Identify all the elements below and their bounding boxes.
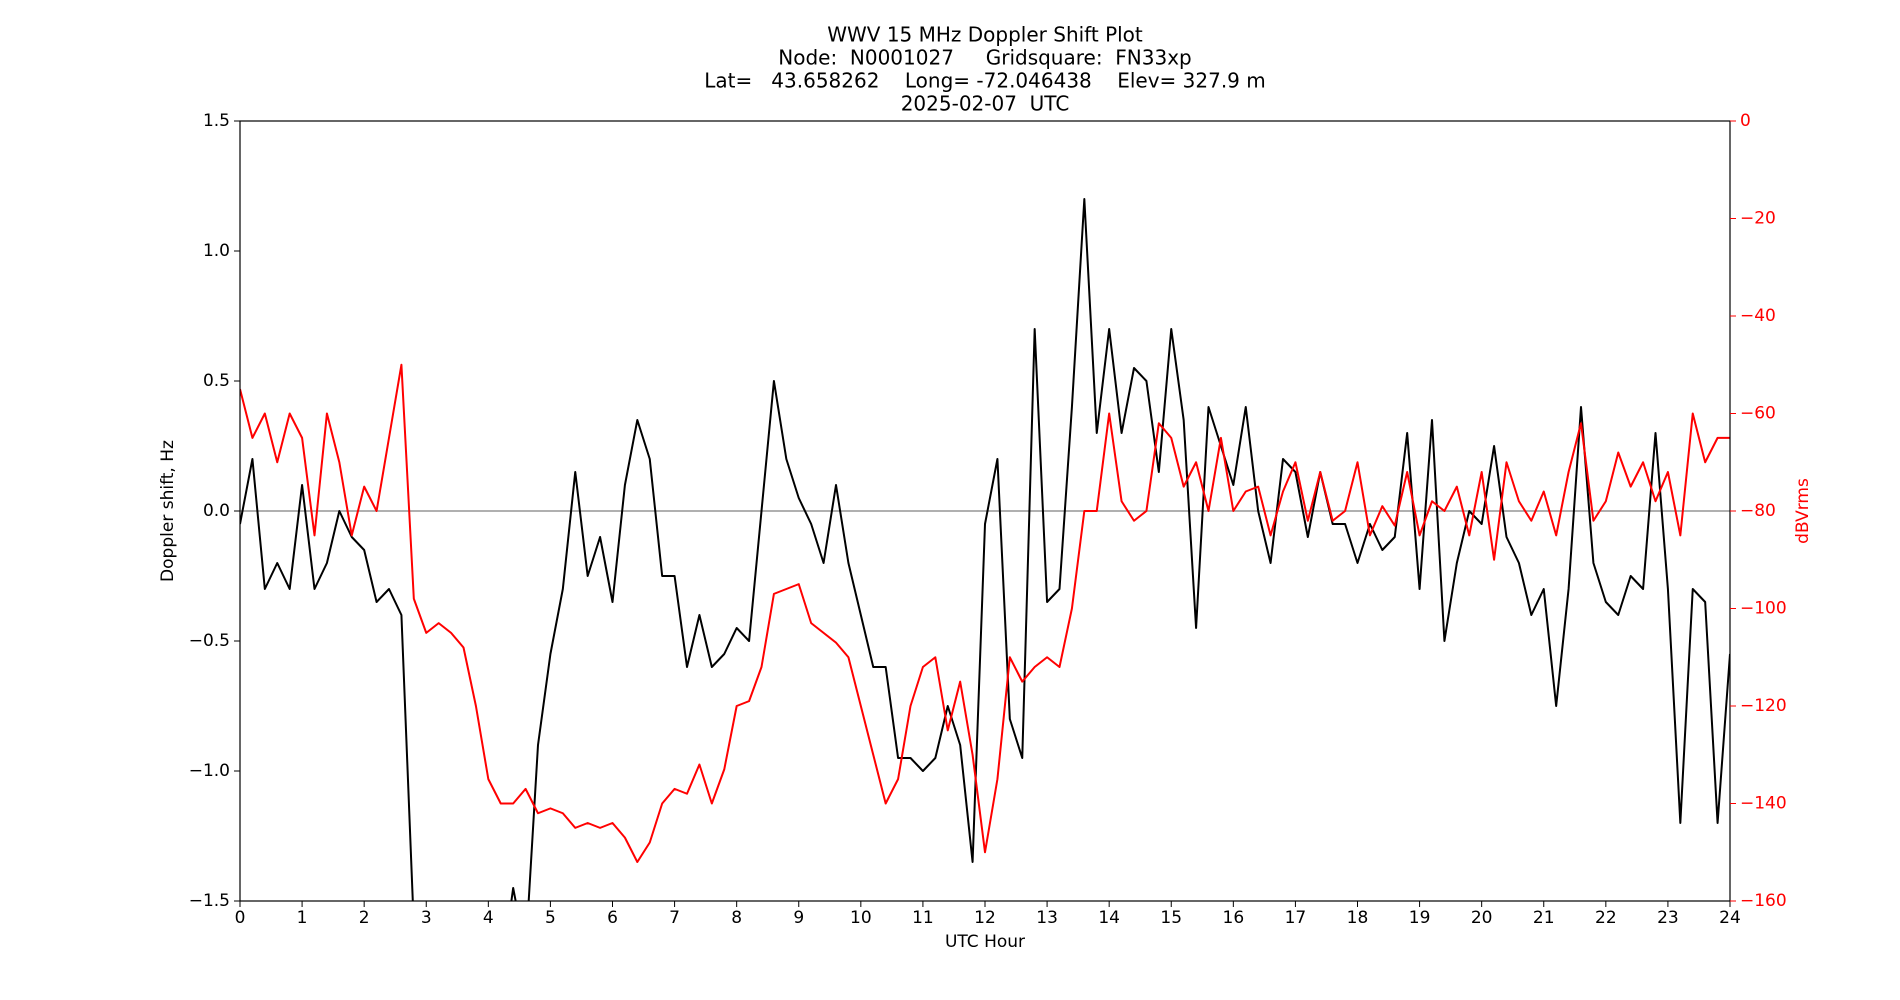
y2-tick-label: −80 bbox=[1740, 501, 1776, 521]
x-tick-label: 13 bbox=[1036, 908, 1058, 928]
y-tick-label: −1.0 bbox=[189, 761, 230, 781]
x-tick-label: 10 bbox=[850, 908, 872, 928]
y2-tick-label: −140 bbox=[1740, 794, 1787, 814]
x-tick-label: 1 bbox=[297, 908, 308, 928]
x-tick-label: 8 bbox=[731, 908, 742, 928]
y2-tick-label: −160 bbox=[1740, 891, 1787, 911]
y-axis-label: Doppler shift, Hz bbox=[158, 440, 178, 582]
x-tick-label: 23 bbox=[1657, 908, 1679, 928]
x-axis-label: UTC Hour bbox=[945, 932, 1025, 952]
chart-title: Node: N0001027 Gridsquare: FN33xp bbox=[778, 46, 1191, 70]
x-tick-label: 3 bbox=[421, 908, 432, 928]
x-tick-label: 14 bbox=[1098, 908, 1120, 928]
x-tick-label: 16 bbox=[1223, 908, 1245, 928]
chart-title: WWV 15 MHz Doppler Shift Plot bbox=[827, 23, 1143, 47]
x-tick-label: 20 bbox=[1471, 908, 1493, 928]
data-line bbox=[240, 198, 1730, 901]
chart-title: 2025-02-07 UTC bbox=[901, 92, 1070, 116]
chart-title: Lat= 43.658262 Long= -72.046438 Elev= 32… bbox=[704, 69, 1266, 93]
x-tick-label: 24 bbox=[1719, 908, 1741, 928]
x-tick-label: 5 bbox=[545, 908, 556, 928]
y2-axis-label: dBVrms bbox=[1793, 478, 1813, 544]
x-tick-label: 11 bbox=[912, 908, 934, 928]
y2-tick-label: −60 bbox=[1740, 404, 1776, 424]
y-tick-label: −1.5 bbox=[189, 891, 230, 911]
x-tick-label: 15 bbox=[1160, 908, 1182, 928]
y-tick-label: −0.5 bbox=[189, 631, 230, 651]
x-tick-label: 2 bbox=[359, 908, 370, 928]
plot-area bbox=[240, 198, 1730, 901]
x-tick-label: 12 bbox=[974, 908, 996, 928]
y2-tick-label: −20 bbox=[1740, 209, 1776, 229]
x-tick-label: 17 bbox=[1285, 908, 1307, 928]
x-tick-label: 18 bbox=[1347, 908, 1369, 928]
x-tick-label: 6 bbox=[607, 908, 618, 928]
x-tick-label: 0 bbox=[235, 908, 246, 928]
y2-tick-label: 0 bbox=[1740, 111, 1751, 131]
x-tick-label: 19 bbox=[1409, 908, 1431, 928]
x-tick-label: 4 bbox=[483, 908, 494, 928]
x-tick-label: 21 bbox=[1533, 908, 1555, 928]
x-tick-label: 22 bbox=[1595, 908, 1617, 928]
y-tick-label: 1.5 bbox=[203, 111, 230, 131]
y-tick-label: 0.0 bbox=[203, 501, 230, 521]
x-tick-label: 9 bbox=[793, 908, 804, 928]
y-tick-label: 0.5 bbox=[203, 371, 230, 391]
x-tick-label: 7 bbox=[669, 908, 680, 928]
y2-tick-label: −120 bbox=[1740, 696, 1787, 716]
y2-tick-label: −100 bbox=[1740, 599, 1787, 619]
data-line bbox=[240, 363, 1730, 863]
y-tick-label: 1.0 bbox=[203, 241, 230, 261]
y2-tick-label: −40 bbox=[1740, 306, 1776, 326]
